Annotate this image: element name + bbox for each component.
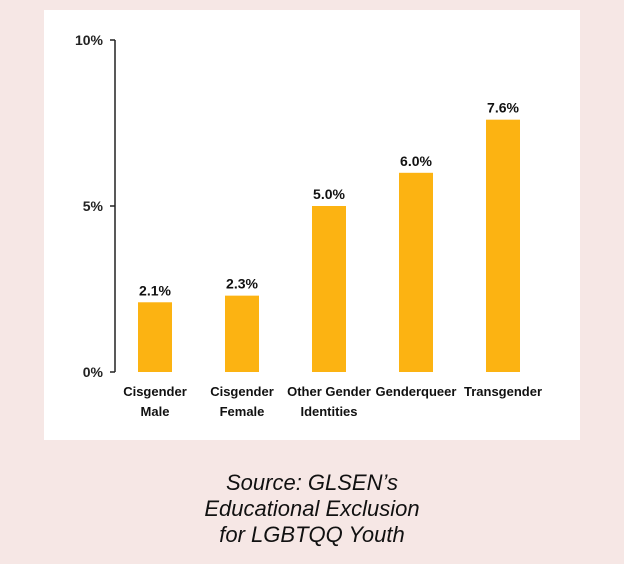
- caption-line-1: Source: GLSEN’s: [225, 470, 398, 495]
- bar-data-label: 2.3%: [226, 276, 258, 292]
- source-caption: Source: GLSEN’s Educational Exclusion fo…: [0, 470, 624, 548]
- y-tick-label: 10%: [75, 32, 104, 48]
- category-label: Cisgender Male: [123, 384, 187, 419]
- category-label-line: Cisgender: [210, 384, 274, 399]
- caption-line-3: for LGBTQQ Youth: [219, 522, 405, 547]
- category-label: Genderqueer: [376, 384, 457, 399]
- category-label: Other Gender Identities: [287, 384, 371, 419]
- bar: [225, 295, 259, 372]
- bar-data-label: 6.0%: [400, 153, 432, 169]
- bar-data-label: 7.6%: [487, 100, 519, 116]
- category-label: Cisgender Female: [210, 384, 274, 419]
- bar-data-label: 2.1%: [139, 282, 171, 298]
- bar-chart: 0% 5% 10% 2.1% Cisgender Male 2.3% Cisgender Fem…: [75, 32, 542, 419]
- category-label-line: Female: [220, 404, 265, 419]
- category-label-line: Other Gender: [287, 384, 371, 399]
- bar: [399, 172, 433, 372]
- bar: [138, 302, 172, 372]
- category-label-line: Genderqueer: [376, 384, 457, 399]
- caption-line-2: Educational Exclusion: [204, 496, 420, 521]
- bar: [312, 206, 346, 372]
- category-label: Transgender: [464, 384, 542, 399]
- chart-card: 0% 5% 10% 2.1% Cisgender Male 2.3% Cisgender Fem…: [44, 10, 580, 440]
- category-label-line: Male: [141, 404, 170, 419]
- category-label-line: Identities: [300, 404, 357, 419]
- category-label-line: Cisgender: [123, 384, 187, 399]
- y-tick-label: 5%: [83, 198, 104, 214]
- bar: [486, 119, 520, 373]
- bar-data-label: 5.0%: [313, 186, 345, 202]
- y-tick-label: 0%: [83, 364, 104, 380]
- category-label-line: Transgender: [464, 384, 542, 399]
